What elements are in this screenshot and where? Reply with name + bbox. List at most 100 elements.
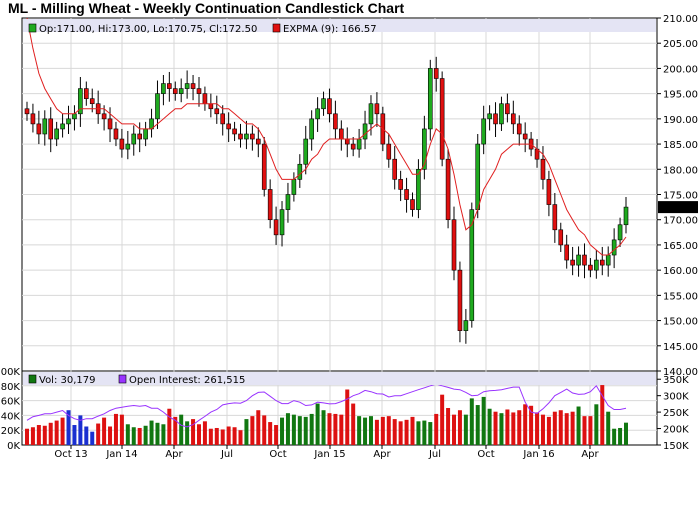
volume-bar: [333, 413, 338, 445]
candle-body: [202, 93, 208, 105]
candle-body: [66, 118, 71, 125]
candle-body: [522, 133, 528, 140]
candle-body: [350, 143, 356, 150]
volume-bar: [499, 413, 504, 445]
volume-bar: [612, 428, 617, 445]
candle-body: [487, 113, 492, 120]
candle-body: [558, 229, 564, 246]
volume-bar: [576, 406, 581, 445]
volume-bar: [25, 428, 29, 445]
volume-bar: [600, 385, 605, 445]
oi-legend-label: Open Interest: 261,515: [129, 375, 245, 386]
candle-body: [511, 113, 516, 125]
volume-bar: [416, 421, 421, 445]
volume-bar: [457, 410, 462, 445]
volume-bar: [380, 416, 385, 445]
candle-body: [315, 108, 320, 120]
volume-bar: [173, 416, 178, 445]
volume-bar: [262, 415, 267, 445]
candle-body: [499, 103, 504, 125]
volume-bar: [161, 424, 166, 445]
volume-bar: [149, 420, 154, 445]
candle-body: [161, 83, 166, 94]
price-tick-label: 185.00: [663, 140, 698, 151]
ohlc-legend-label: Op:171.00, Hi:173.00, Lo:170.75, Cl:172.…: [39, 24, 257, 35]
volume-bar: [90, 431, 95, 445]
price-tick-label: 140.00: [663, 367, 698, 378]
volume-bar: [220, 429, 225, 445]
candle-body: [422, 128, 427, 170]
volume-bar: [185, 421, 190, 445]
candle-body: [279, 209, 285, 236]
volume-bar: [137, 427, 142, 445]
volume-bar: [42, 425, 47, 445]
expma-legend-swatch: [272, 23, 281, 33]
candle-body: [445, 158, 451, 221]
candle-body: [611, 239, 617, 256]
volume-bar: [570, 411, 575, 445]
candle-body: [410, 199, 415, 210]
candle-body: [101, 113, 107, 120]
candle-body: [84, 88, 89, 99]
volume-bar: [404, 419, 409, 445]
volume-right-tick-label: 300K: [663, 392, 689, 403]
volume-bar: [475, 405, 480, 445]
candle-body: [167, 83, 172, 89]
candle-body: [143, 128, 148, 140]
candle-body: [214, 108, 220, 115]
candle-body: [72, 113, 77, 120]
price-tick-label: 175.00: [663, 191, 698, 202]
candle-body: [469, 209, 475, 321]
volume-bar: [398, 421, 403, 445]
candle-body: [362, 123, 368, 140]
price-tick-label: 200.00: [663, 64, 698, 75]
ohlc-legend-swatch: [28, 23, 37, 33]
x-tick-label: Apr: [581, 449, 599, 460]
x-tick-label: Oct: [269, 449, 286, 460]
volume-bar: [540, 414, 545, 445]
volume-bar: [505, 409, 510, 445]
volume-bar: [357, 416, 362, 445]
price-tick-label: 180.00: [663, 165, 698, 176]
price-tick-label: 195.00: [663, 90, 698, 101]
volume-bar: [546, 416, 551, 445]
candle-body: [605, 254, 611, 266]
volume-bar: [54, 420, 59, 445]
candle-body: [427, 68, 433, 130]
candle-body: [368, 103, 374, 125]
candle-body: [617, 224, 623, 241]
volume-bar: [291, 414, 296, 445]
candle-body: [250, 133, 255, 140]
volume-bar: [78, 415, 83, 445]
candle-body: [439, 78, 445, 160]
open-interest-line: [26, 383, 627, 428]
candle-body: [356, 138, 362, 150]
volume-bar: [208, 428, 213, 445]
volume-bar: [214, 427, 219, 445]
candle-body: [552, 204, 558, 231]
price-tick-label: 190.00: [663, 115, 698, 126]
x-tick-label: Jul: [220, 449, 233, 460]
volume-bar: [155, 422, 160, 445]
volume-bar: [232, 427, 237, 445]
volume-left-tick-label: 80K: [1, 382, 21, 393]
volume-bar: [297, 416, 302, 445]
volume-left-tick-label: 20K: [1, 426, 21, 437]
volume-bar: [535, 412, 540, 445]
candle-body: [267, 189, 273, 221]
candle-body: [36, 123, 42, 135]
volume-bar: [582, 416, 587, 445]
volume-bar: [588, 416, 593, 445]
x-tick-label: Jan 14: [105, 449, 137, 460]
volume-left-tick-label: 60K: [1, 397, 21, 408]
volume-bar: [517, 410, 522, 445]
candle-body: [404, 189, 409, 200]
volume-bar: [327, 413, 332, 445]
volume-bar: [558, 410, 563, 445]
volume-right-tick-label: 350K: [663, 375, 689, 386]
volume-bar: [523, 404, 528, 445]
vol-legend-swatch: [28, 374, 37, 384]
price-tick-label: 160.00: [663, 266, 698, 277]
volume-bar: [434, 413, 439, 445]
